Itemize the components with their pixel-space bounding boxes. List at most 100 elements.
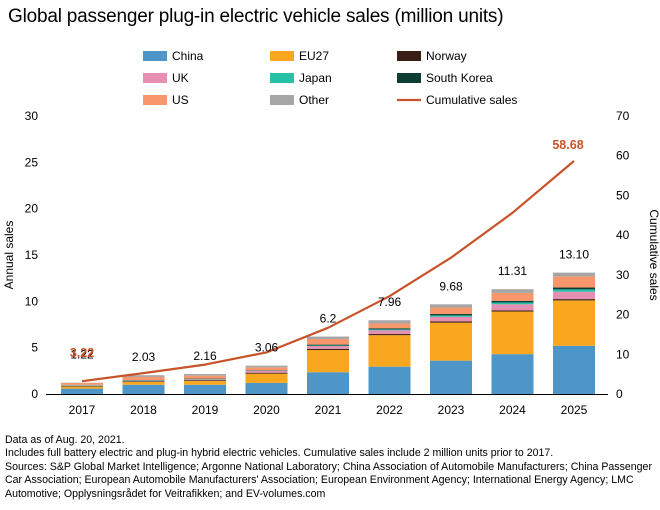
bar-eu27-2025: [553, 300, 595, 346]
cumulative-line-layer: [81, 160, 575, 383]
bar-stack-2025: [553, 272, 595, 394]
bar-uk-2020: [245, 371, 288, 373]
bar-china-2024: [491, 354, 534, 394]
bar-other-2020: [245, 365, 288, 368]
legend-swatch-eu27: [270, 51, 294, 61]
bar-other-2019: [184, 373, 226, 376]
legend-swatch-south-korea: [397, 73, 421, 83]
y2-tick-label-40: 40: [616, 228, 630, 242]
bar-stack-2023: [430, 304, 472, 394]
bar-us-2017: [61, 382, 103, 385]
bar-china-2022: [368, 366, 411, 394]
bar-eu27-2022: [368, 335, 411, 367]
bar-china-2025: [553, 345, 595, 394]
bar-uk-2018: [122, 380, 165, 382]
total-label-2022: 7.96: [378, 295, 402, 309]
bar-other-2025: [553, 272, 595, 277]
bar-china-2021: [307, 372, 349, 394]
y-tick-label-10: 10: [25, 294, 39, 308]
legend-swatch-uk: [143, 73, 167, 83]
y-tick-label-15: 15: [25, 248, 39, 262]
bar-us-2019: [184, 375, 226, 379]
legend-label-china: China: [172, 49, 204, 63]
bar-us-2024: [491, 292, 534, 301]
y2-axis-title: Cumulative sales: [647, 209, 660, 300]
y-tick-label-0: 0: [31, 387, 38, 401]
legend-label-other: Other: [299, 93, 329, 107]
total-label-2023: 9.68: [439, 279, 463, 293]
bar-other-2024: [491, 289, 534, 293]
x-tick-label-2023: 2023: [438, 403, 465, 417]
y2-tick-label-60: 60: [616, 149, 630, 163]
bars: [61, 272, 595, 394]
y2-tick-label-10: 10: [616, 347, 630, 361]
bar-eu27-2018: [122, 381, 165, 385]
bar-uk-2022: [368, 330, 411, 335]
x-tick-label-2024: 2024: [499, 403, 526, 417]
bar-china-2017: [61, 388, 103, 394]
notes-sources: Sources: S&P Global Market Intelligence;…: [5, 460, 652, 500]
x-tick-label-2018: 2018: [130, 403, 157, 417]
bar-norway-2022: [368, 334, 411, 336]
bar-other-2021: [307, 336, 349, 340]
bar-uk-2021: [307, 346, 349, 349]
notes-definition: Includes full battery electric and plug-…: [5, 447, 554, 460]
legend-swatch-china: [143, 51, 167, 61]
y2-tick-label-50: 50: [616, 188, 630, 202]
bar-stack-2024: [491, 289, 534, 394]
bar-norway-2018: [122, 381, 165, 382]
legend-label-japan: Japan: [299, 71, 332, 85]
bar-eu27-2019: [184, 380, 226, 385]
bar-stack-2017: [61, 382, 103, 394]
x-tick-label-2025: 2025: [561, 403, 588, 417]
chart-area: China EU27 Norway UK Japan South Korea US Other…: [2, 49, 660, 417]
bar-eu27-2023: [430, 322, 472, 361]
bar-uk-2019: [184, 379, 226, 381]
bar-norway-2025: [553, 299, 595, 301]
y2-tick-label-30: 30: [616, 268, 630, 282]
legend: China EU27 Norway UK Japan South Korea US Other…: [143, 49, 517, 107]
y2-tick-label-20: 20: [616, 308, 630, 322]
total-label-2021: 6.2: [320, 312, 337, 326]
bar-south-korea-2024: [491, 300, 534, 303]
bar-norway-2019: [184, 380, 226, 381]
bar-stack-2019: [184, 373, 226, 394]
bar-norway-2020: [245, 372, 288, 374]
x-tick-label-2017: 2017: [69, 403, 96, 417]
bar-china-2019: [184, 384, 226, 394]
bar-eu27-2021: [307, 349, 349, 373]
bar-china-2018: [122, 384, 165, 394]
legend-swatch-other: [270, 95, 294, 105]
bar-us-2018: [122, 376, 165, 381]
bar-japan-2025: [553, 289, 595, 292]
total-label-2017: 1.22: [70, 348, 94, 362]
x-tick-label-2019: 2019: [192, 403, 219, 417]
bar-other-2023: [430, 304, 472, 308]
chart-title: Global passenger plug-in electric vehicl…: [8, 6, 504, 27]
bar-norway-2017: [61, 385, 103, 387]
y-axis-right: 0 10 20 30 40 50 60 70 Cumulative sales: [616, 109, 660, 401]
legend-label-south-korea: South Korea: [426, 71, 493, 85]
y-tick-label-25: 25: [25, 155, 39, 169]
bar-us-2020: [245, 367, 288, 371]
bar-other-2018: [122, 375, 165, 377]
bar-norway-2024: [491, 310, 534, 312]
x-tick-label-2020: 2020: [253, 403, 280, 417]
bar-south-korea-2025: [553, 287, 595, 290]
bar-us-2025: [553, 276, 595, 288]
bar-us-2022: [368, 323, 411, 329]
bar-stack-2022: [368, 320, 411, 394]
y2-tick-label-70: 70: [616, 109, 630, 123]
bar-japan-2021: [307, 345, 349, 347]
bar-japan-2024: [491, 302, 534, 305]
bar-uk-2024: [491, 304, 534, 311]
cumulative-sales-line: [81, 160, 575, 383]
total-label-2020: 3.06: [255, 341, 279, 355]
y-tick-label-20: 20: [25, 202, 39, 216]
bar-stack-2020: [245, 365, 288, 394]
total-label-2024: 11.31: [498, 264, 527, 278]
bar-south-korea-2021: [307, 344, 349, 346]
bar-japan-2023: [430, 315, 472, 317]
bar-south-korea-2022: [368, 328, 411, 330]
bar-norway-2021: [307, 348, 349, 350]
